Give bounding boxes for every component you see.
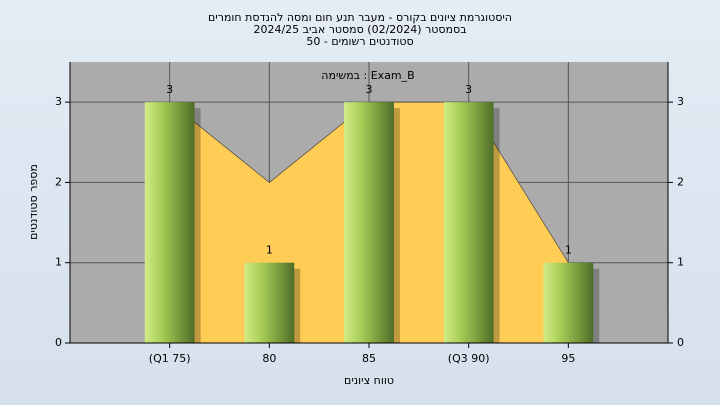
bar: [443, 102, 494, 344]
bar: [144, 102, 195, 344]
y-tick-label: 2: [55, 175, 62, 188]
chart-subtitle: בסמסטר (02/2024) סמסטר אביב 2024/25: [253, 23, 466, 36]
chart-subtitle: סטודנטים רשומים - 50: [306, 35, 413, 48]
data-label: 1: [266, 244, 273, 257]
y-tick-label: 0: [55, 336, 62, 349]
bar: [344, 102, 394, 344]
y-tick-label: 1: [55, 256, 62, 269]
x-axis-label: טווח ציונים: [344, 374, 394, 387]
y2-tick-label: 2: [677, 175, 684, 188]
y2-tick-label: 0: [677, 336, 684, 349]
y-axis-label: מספר סטודנטים: [27, 164, 40, 240]
y-tick-label: 3: [55, 95, 62, 108]
y2-tick-label: 1: [677, 256, 684, 269]
data-label: 3: [366, 83, 373, 96]
data-label: 3: [465, 83, 472, 96]
y2-tick-label: 3: [677, 95, 684, 108]
x-tick-label: (Q1 75): [149, 352, 191, 365]
annotation: במשימה : Exam_B: [321, 69, 414, 82]
x-tick-label: (Q3 90): [448, 352, 490, 365]
title-block: היסטוגרמת ציונים בקורס - מעבר תנע חום ומ…: [208, 11, 512, 48]
chart-title: היסטוגרמת ציונים בקורס - מעבר תנע חום ומ…: [208, 11, 512, 24]
x-tick-label: 95: [561, 352, 575, 365]
x-tick-label: 80: [262, 352, 276, 365]
x-tick-label: 85: [362, 352, 376, 365]
data-label: 3: [166, 83, 173, 96]
bar: [543, 262, 594, 343]
bar: [244, 262, 295, 343]
data-label: 1: [565, 244, 572, 257]
